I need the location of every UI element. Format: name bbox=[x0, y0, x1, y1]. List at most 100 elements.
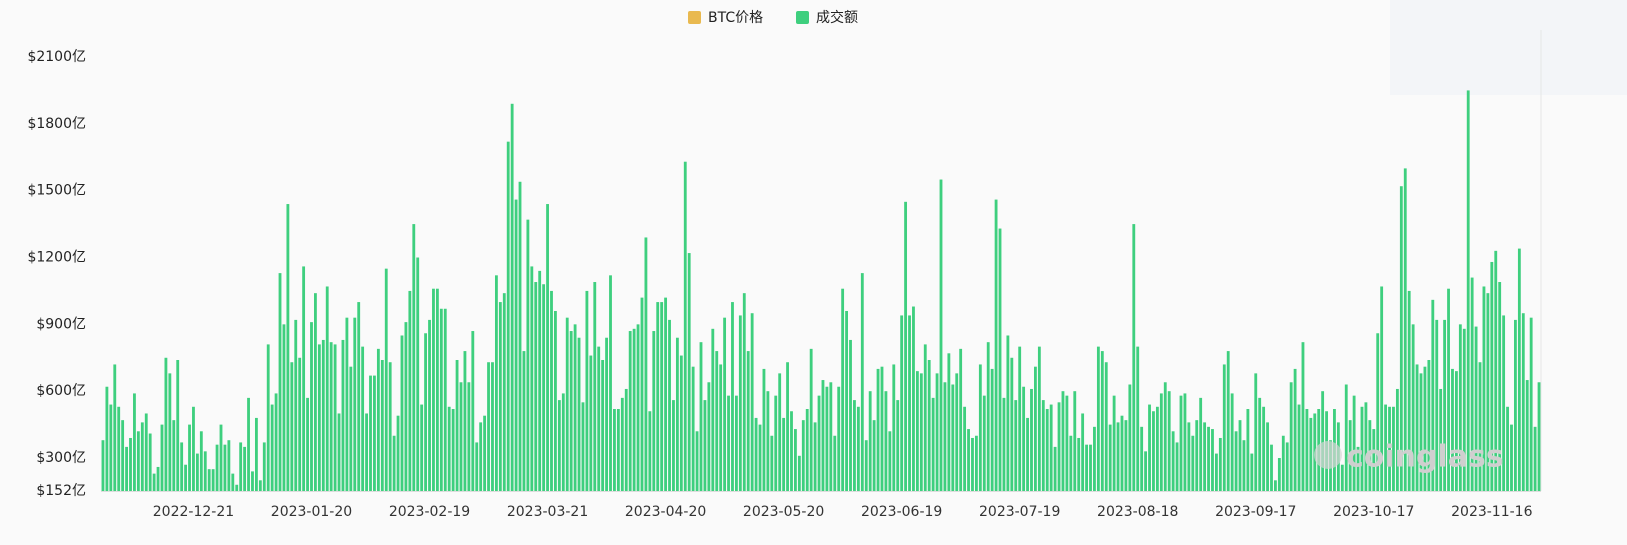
bar bbox=[868, 391, 872, 491]
bar bbox=[443, 308, 447, 491]
bar bbox=[1179, 395, 1183, 491]
bar bbox=[317, 344, 321, 491]
bar bbox=[1403, 168, 1407, 491]
bar bbox=[282, 324, 286, 491]
bar bbox=[982, 395, 986, 491]
bar bbox=[746, 351, 750, 491]
bar bbox=[349, 366, 353, 491]
bar bbox=[306, 397, 309, 491]
bar bbox=[1116, 422, 1120, 491]
bar bbox=[1435, 319, 1439, 491]
bar bbox=[125, 446, 128, 491]
bar bbox=[266, 344, 270, 491]
bar bbox=[561, 393, 565, 491]
bar bbox=[455, 359, 459, 491]
bar bbox=[900, 315, 904, 491]
bar bbox=[203, 451, 207, 491]
bar bbox=[939, 179, 943, 491]
bar bbox=[1100, 351, 1104, 491]
bar bbox=[298, 357, 302, 491]
bar bbox=[620, 397, 624, 491]
bar bbox=[404, 322, 408, 491]
bar bbox=[1399, 186, 1403, 491]
bar bbox=[223, 444, 227, 491]
bar bbox=[262, 442, 266, 491]
bar bbox=[1285, 442, 1289, 491]
bar bbox=[1474, 326, 1478, 491]
bar bbox=[502, 293, 506, 491]
bar bbox=[1490, 261, 1494, 491]
bar bbox=[1073, 391, 1077, 491]
bar bbox=[829, 382, 833, 491]
bar bbox=[597, 346, 601, 491]
bar bbox=[1246, 409, 1250, 491]
bar bbox=[1250, 453, 1254, 491]
bar bbox=[432, 288, 435, 491]
bar bbox=[1061, 391, 1065, 491]
bar bbox=[734, 395, 738, 491]
bar bbox=[538, 270, 542, 491]
bar bbox=[286, 204, 290, 491]
bar bbox=[1478, 362, 1482, 491]
bar bbox=[109, 404, 113, 491]
bar bbox=[133, 393, 136, 491]
bar bbox=[955, 373, 959, 491]
bar bbox=[215, 444, 219, 491]
bar bbox=[1384, 404, 1388, 491]
bar bbox=[971, 437, 974, 491]
bar bbox=[1242, 440, 1246, 491]
bar bbox=[1222, 364, 1226, 491]
bar bbox=[715, 351, 719, 491]
bar bbox=[294, 319, 298, 491]
bar bbox=[156, 466, 160, 491]
bar bbox=[1356, 446, 1360, 491]
bar bbox=[707, 382, 711, 491]
y-tick-label: $1500亿 bbox=[27, 183, 86, 199]
bar bbox=[1395, 388, 1399, 491]
x-tick-label: 2022-12-21 bbox=[153, 504, 234, 520]
bar bbox=[1262, 406, 1266, 491]
bar bbox=[270, 404, 274, 491]
bar bbox=[794, 429, 797, 491]
legend-label: BTC价格 bbox=[708, 10, 763, 26]
x-tick-label: 2023-01-20 bbox=[271, 504, 352, 520]
bar bbox=[919, 373, 923, 491]
bar bbox=[251, 471, 254, 491]
bar bbox=[384, 268, 388, 491]
bar bbox=[341, 339, 345, 491]
bar bbox=[656, 302, 660, 491]
bar bbox=[1096, 346, 1100, 491]
bar bbox=[136, 431, 140, 491]
x-tick-label: 2023-10-17 bbox=[1333, 504, 1414, 520]
bar bbox=[864, 440, 868, 491]
bar bbox=[786, 362, 789, 491]
bar bbox=[376, 348, 380, 491]
bar bbox=[581, 402, 585, 491]
bar bbox=[825, 386, 829, 491]
bar bbox=[817, 395, 821, 491]
bar bbox=[274, 393, 278, 491]
bar bbox=[1155, 406, 1159, 491]
bar bbox=[1498, 282, 1502, 491]
bar bbox=[1191, 435, 1195, 491]
bar bbox=[514, 199, 518, 491]
bar bbox=[1136, 346, 1140, 491]
bar bbox=[1152, 411, 1155, 491]
bar bbox=[247, 397, 250, 491]
bar bbox=[1517, 248, 1521, 491]
bar bbox=[1120, 415, 1124, 491]
bar bbox=[1104, 362, 1108, 491]
bar bbox=[325, 286, 329, 491]
bar bbox=[703, 400, 707, 491]
bar bbox=[1085, 444, 1088, 491]
y-tick-label: $600亿 bbox=[36, 383, 86, 399]
bar bbox=[459, 382, 463, 491]
bar bbox=[148, 433, 152, 491]
bar bbox=[849, 339, 852, 491]
bar bbox=[1258, 397, 1262, 491]
bar bbox=[884, 391, 888, 491]
bar bbox=[239, 442, 243, 491]
bar bbox=[1140, 426, 1144, 491]
bar bbox=[679, 355, 683, 491]
bar bbox=[435, 288, 439, 491]
